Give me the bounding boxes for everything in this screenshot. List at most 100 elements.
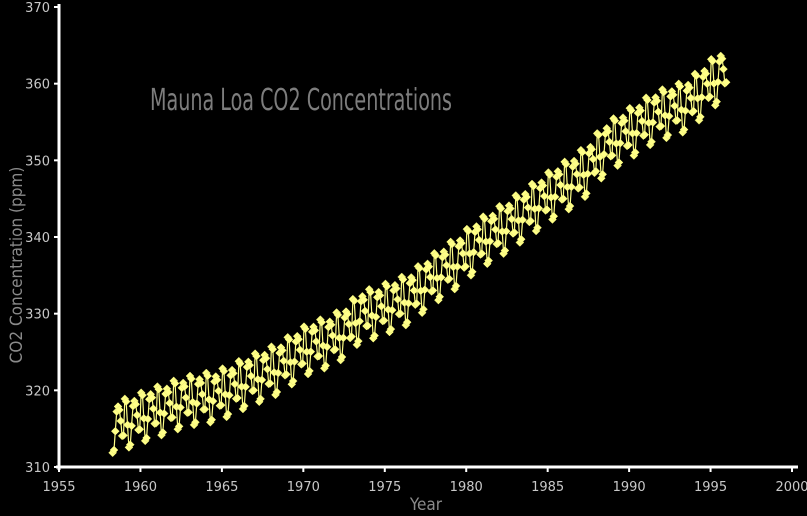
data-point [143,414,153,424]
data-point [229,368,238,378]
data-point [550,192,560,202]
data-point [404,298,413,308]
data-point [109,445,119,455]
data-point [554,170,564,179]
y-tick-label: 360 [25,78,50,93]
data-point [412,299,422,308]
data-point [648,118,658,127]
data-point [212,375,222,385]
data-point [428,286,438,295]
data-point [163,387,173,397]
data-point [295,345,305,355]
data-point [444,274,454,284]
chart-title: Mauna Loa CO2 Concentrations [150,83,452,118]
data-point [614,158,624,167]
data-point [484,256,493,265]
data-point [675,82,685,91]
data-point [489,214,499,224]
data-point [366,287,375,297]
data-point [453,262,462,271]
data-point [339,333,348,343]
data-point [246,371,256,381]
data-point [306,347,316,357]
data-point [402,317,412,327]
data-point [607,151,617,160]
data-point [138,390,147,400]
data-point [512,193,522,202]
data-point [284,335,294,344]
data-point [598,169,607,179]
data-point [261,353,271,363]
data-point [436,273,446,282]
data-point [636,106,646,115]
data-point [670,101,679,111]
data-point [603,126,613,136]
data-point [679,125,689,134]
data-point [534,203,544,213]
data-point [556,180,565,190]
data-point [265,378,275,388]
x-tick-label: 2000 [775,480,807,495]
data-point [656,121,666,131]
data-point [333,310,343,320]
data-point [148,404,158,414]
data-point [360,306,370,316]
data-point [431,251,441,260]
data-point [640,130,650,140]
data-point [119,431,128,440]
data-point [663,130,673,140]
data-point [116,416,126,426]
data-point [630,148,640,157]
data-point [451,281,461,291]
data-point [588,154,598,164]
data-point [685,83,694,93]
data-point [691,71,701,81]
y-tick-label: 310 [25,461,50,476]
data-point [419,304,428,314]
data-point [379,316,389,325]
data-point [610,116,620,126]
data-point [263,364,272,374]
data-point [713,77,723,87]
data-point [279,356,289,366]
data-point [132,410,142,420]
data-point [216,400,226,410]
data-point [624,140,633,150]
data-point [223,409,233,419]
x-tick-label: 1995 [694,480,727,495]
data-point [349,296,359,306]
y-tick-label: 340 [25,231,50,246]
data-point [393,295,403,304]
data-point [480,214,489,224]
data-point [701,69,711,78]
y-axis-title: CO2 Concentration (ppm) [7,167,27,364]
data-point [256,394,265,404]
data-point [442,260,451,270]
data-point [322,342,332,352]
data-point [457,238,466,248]
data-point [467,267,477,277]
data-point [507,214,517,224]
data-point [505,204,515,213]
data-point [159,409,169,418]
data-point [326,320,336,330]
data-point [643,95,652,105]
data-point [415,263,424,273]
data-point [581,189,591,198]
data-point [310,325,320,335]
data-point [272,387,282,397]
data-point [396,309,405,318]
data-point [344,319,354,329]
data-point [477,249,487,258]
data-point [328,331,337,340]
data-point [591,166,601,176]
data-point [294,334,303,344]
data-point [653,107,663,117]
data-point [375,291,385,300]
data-point [522,192,531,202]
data-point [538,181,548,190]
data-point [424,262,434,271]
data-point [705,92,715,101]
data-point [425,272,435,282]
